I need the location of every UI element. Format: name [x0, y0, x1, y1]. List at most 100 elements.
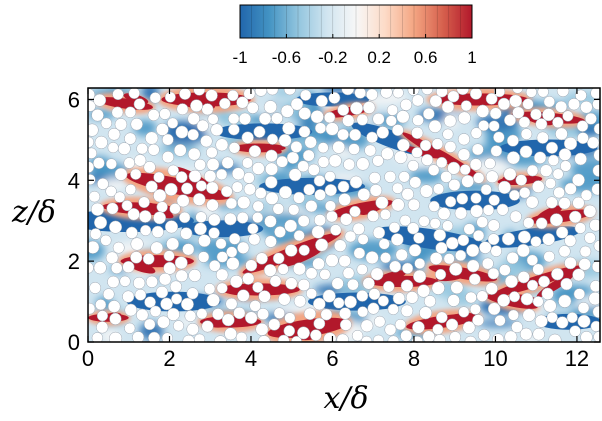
- particle: [219, 97, 231, 110]
- particle: [195, 211, 207, 223]
- particle: [145, 275, 159, 288]
- particle: [481, 257, 494, 270]
- particle: [96, 178, 109, 190]
- particle: [431, 281, 445, 295]
- colorbar-tick-label: 0.2: [367, 48, 391, 67]
- particle: [112, 241, 125, 254]
- particle: [449, 262, 463, 276]
- particle: [419, 184, 434, 198]
- particle: [543, 299, 557, 313]
- particle: [436, 156, 448, 169]
- particle: [454, 249, 467, 262]
- particle: [384, 170, 397, 183]
- particle: [487, 302, 501, 316]
- particle: [552, 116, 564, 129]
- particle: [122, 290, 135, 303]
- particle: [461, 174, 475, 188]
- particle: [324, 184, 337, 197]
- particle: [369, 184, 383, 197]
- particle: [342, 114, 355, 127]
- particle: [320, 308, 333, 321]
- particle: [298, 107, 312, 120]
- particle: [163, 250, 175, 262]
- particle: [247, 223, 259, 235]
- particle: [328, 91, 341, 104]
- particle: [543, 250, 556, 263]
- particle: [487, 219, 500, 232]
- positive-streak-branch: [278, 247, 323, 268]
- particle: [469, 303, 481, 315]
- particle: [493, 88, 506, 98]
- particle: [124, 303, 138, 317]
- particle: [580, 330, 593, 342]
- particle: [136, 142, 148, 155]
- particle: [206, 158, 220, 171]
- particle: [592, 305, 600, 318]
- colorbar-tick-label: -0.2: [318, 48, 347, 67]
- particle: [380, 147, 394, 161]
- particle: [193, 88, 206, 96]
- particle: [167, 164, 179, 177]
- particle: [313, 317, 326, 330]
- particle: [548, 333, 562, 342]
- particles: [88, 88, 600, 342]
- particle: [227, 89, 239, 102]
- particle: [429, 252, 443, 265]
- particle: [428, 200, 440, 213]
- particle: [180, 227, 193, 240]
- particle: [190, 99, 203, 113]
- particle: [469, 158, 483, 171]
- particle: [339, 318, 352, 331]
- particle: [124, 106, 137, 119]
- particle: [519, 145, 533, 159]
- particle: [175, 269, 188, 283]
- particle: [519, 327, 533, 341]
- particle: [509, 94, 523, 108]
- particle: [490, 245, 502, 257]
- particle: [332, 140, 346, 154]
- colorbar-tick-labels: -1 -0.6 -0.2 0.2 0.6 1: [232, 34, 477, 67]
- particle: [192, 193, 206, 206]
- particle: [378, 238, 390, 250]
- particle: [414, 258, 426, 270]
- particle: [147, 109, 160, 122]
- particle: [517, 271, 530, 284]
- particle: [476, 290, 489, 302]
- particle: [587, 136, 600, 149]
- particle: [545, 196, 558, 209]
- particle: [176, 194, 190, 208]
- particle: [155, 123, 169, 136]
- particle: [551, 267, 564, 281]
- particle: [119, 275, 131, 287]
- particle: [522, 217, 535, 229]
- particle: [511, 321, 523, 333]
- particle: [555, 100, 568, 113]
- particle: [312, 257, 325, 271]
- particle: [313, 174, 326, 187]
- particle: [460, 100, 472, 112]
- particle: [343, 158, 356, 171]
- particle: [127, 208, 140, 221]
- particle: [445, 196, 457, 208]
- particle: [442, 128, 454, 140]
- particle: [91, 332, 104, 342]
- particle: [123, 157, 135, 169]
- particle: [252, 281, 264, 293]
- particle: [264, 175, 278, 189]
- particle: [305, 200, 318, 213]
- particle: [457, 111, 471, 125]
- particle: [149, 92, 162, 104]
- particle: [494, 314, 506, 327]
- particle: [254, 187, 267, 200]
- particle: [433, 228, 447, 242]
- particle: [348, 143, 360, 155]
- x-tick-label: 8: [408, 346, 420, 371]
- particle: [419, 139, 432, 152]
- particle: [563, 136, 578, 151]
- particle: [111, 106, 124, 119]
- particle: [469, 88, 483, 100]
- particle: [382, 280, 395, 293]
- particle: [122, 260, 135, 274]
- particle: [555, 127, 568, 141]
- particle: [465, 291, 477, 304]
